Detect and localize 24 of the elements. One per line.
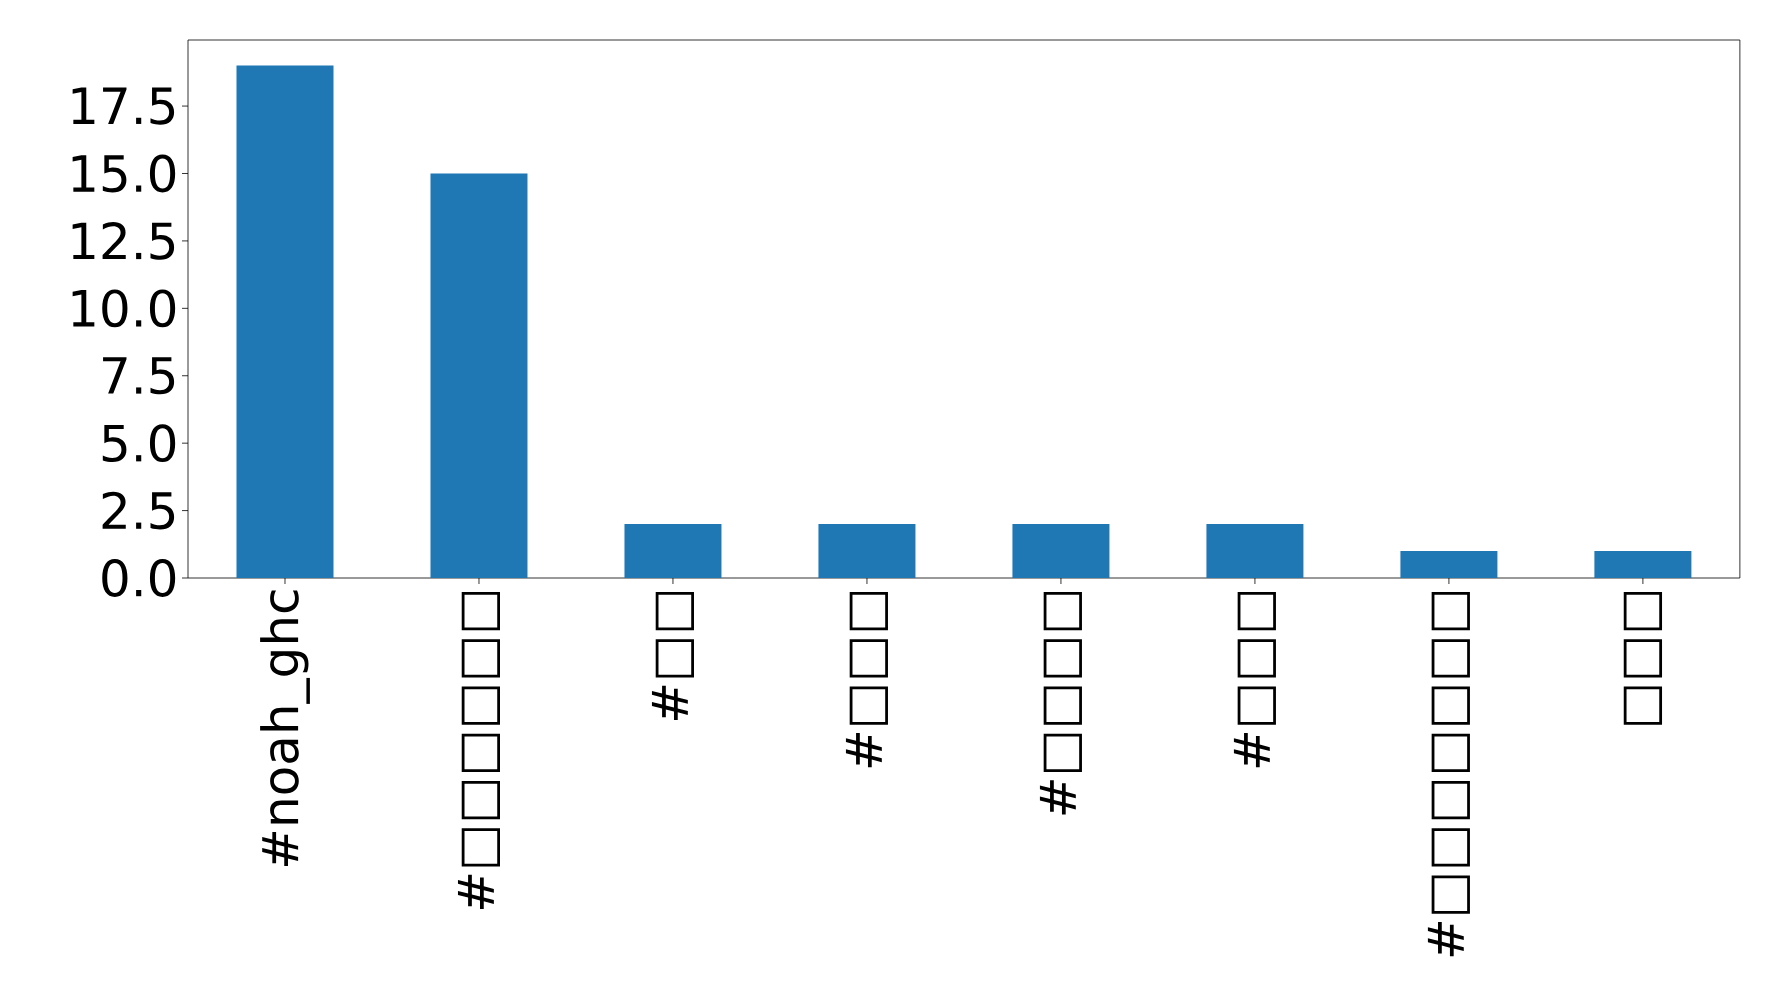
y-tick-label: 5.0 xyxy=(102,424,176,463)
x-tick-label: #□□□ xyxy=(1233,592,1276,768)
x-tick-label: #□□□□□□□ xyxy=(1427,592,1470,957)
bar xyxy=(818,524,916,578)
bar xyxy=(236,65,334,578)
x-tick-label: □□□ xyxy=(1623,592,1663,725)
bar xyxy=(430,173,528,578)
x-tick-label: #□□□□□□ xyxy=(457,592,500,910)
x-tick-label: #□□ xyxy=(651,592,694,721)
bar xyxy=(1400,551,1498,578)
bar xyxy=(1012,524,1110,578)
y-tick-label: 0.0 xyxy=(102,559,176,597)
y-tick-label: 10.0 xyxy=(72,289,176,328)
bar xyxy=(1594,551,1692,578)
y-tick-label: 7.5 xyxy=(103,357,175,395)
x-tick-label: #□□□ xyxy=(845,592,888,768)
x-tick-label: #□□□□ xyxy=(1039,592,1082,815)
y-tick-label: 15.0 xyxy=(72,154,176,193)
bar xyxy=(1206,524,1304,578)
y-tick-label: 2.5 xyxy=(102,491,175,530)
y-tick-label: 17.5 xyxy=(72,87,175,125)
bar xyxy=(624,524,722,578)
y-tick-label: 12.5 xyxy=(72,222,175,260)
x-tick-label: #noah_ghc xyxy=(260,590,310,867)
